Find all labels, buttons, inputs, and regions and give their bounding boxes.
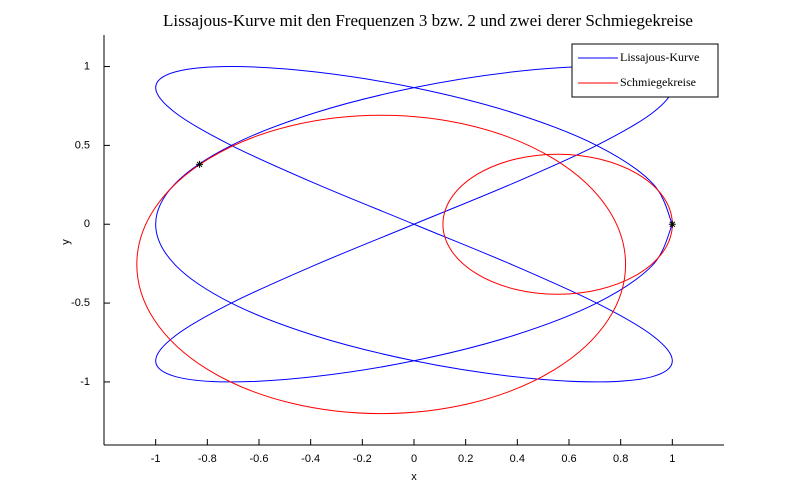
legend-label: Schmiegekreise [620, 75, 696, 89]
y-tick-label: -0.5 [71, 297, 90, 309]
legend-box [571, 43, 719, 98]
y-tick-label: 0.5 [75, 139, 90, 151]
marker-stroke [669, 221, 676, 228]
point-marker [196, 160, 204, 168]
x-tick-label: 0.2 [458, 453, 473, 465]
y-tick-label: -1 [80, 376, 90, 388]
x-tick-label: -0.4 [301, 453, 320, 465]
x-tick-label: 1 [669, 453, 675, 465]
x-tick-label: 0.6 [561, 453, 576, 465]
y-axis-label: y [60, 239, 72, 245]
x-tick-label: 0.4 [510, 453, 525, 465]
legend-label: Lissajous-Kurve [620, 50, 699, 64]
x-tick-label: -0.8 [198, 453, 217, 465]
x-tick-label: -0.6 [250, 453, 269, 465]
x-tick-label: 0 [411, 453, 417, 465]
x-tick-label: -0.2 [353, 453, 372, 465]
x-tick-label: -1 [151, 453, 161, 465]
point-marker [668, 220, 676, 228]
y-tick-label: 0 [84, 218, 90, 230]
osculating-circle [136, 114, 627, 415]
chart-title: Lissajous-Kurve mit den Frequenzen 3 bzw… [163, 11, 693, 30]
curve [155, 66, 673, 383]
x-axis-label: x [411, 471, 417, 483]
x-tick-label: 0.8 [613, 453, 628, 465]
marker-stroke [196, 161, 203, 168]
y-tick-label: 1 [84, 60, 90, 72]
